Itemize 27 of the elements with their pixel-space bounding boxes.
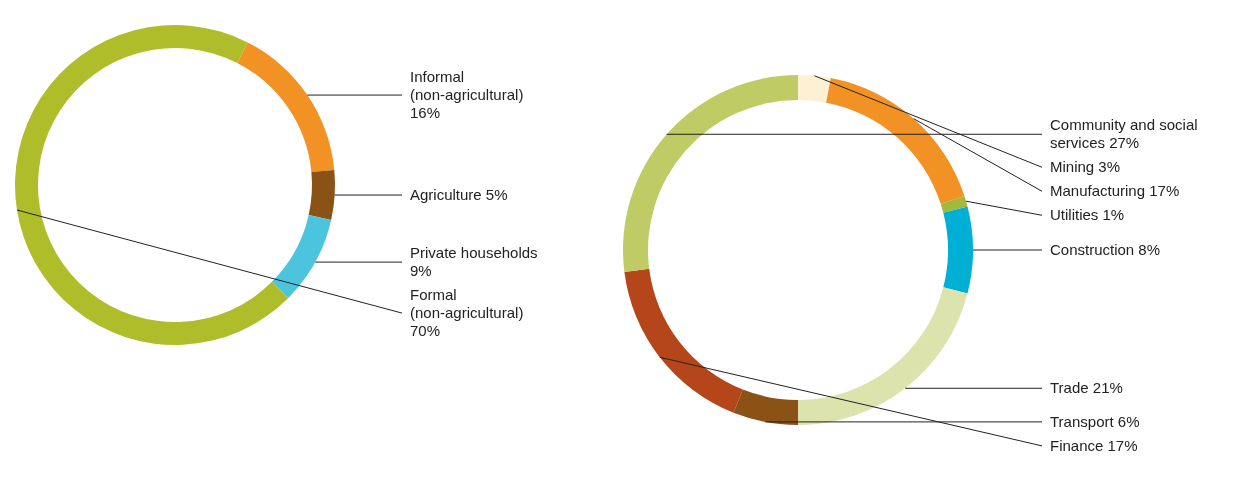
slice-label: Informal (non-agricultural) xyxy=(410,68,524,104)
slice-label: Finance 17% xyxy=(1050,436,1138,454)
donut-slice xyxy=(15,25,289,345)
donut-slice xyxy=(271,214,332,299)
data-label: 70% xyxy=(410,322,441,340)
slice-label: Community and social services 27% xyxy=(1050,116,1198,152)
data-label: 9% xyxy=(410,262,432,280)
donut-slice xyxy=(623,75,798,272)
donut-slice xyxy=(733,389,798,425)
slice-label: Formal (non-agricultural) xyxy=(410,286,524,322)
slice-label: Manufacturing 17% xyxy=(1050,182,1180,200)
slice-label: Trade 21% xyxy=(1050,379,1123,397)
slice-label: Construction 8% xyxy=(1050,241,1161,258)
donut-slice xyxy=(943,206,973,294)
donut-slice xyxy=(798,287,968,425)
data-label: 16% xyxy=(410,104,441,122)
donut-slice xyxy=(308,169,335,220)
donut-slice xyxy=(826,78,965,204)
donut-slice xyxy=(940,195,968,213)
donut-slice xyxy=(798,75,831,103)
donut-slice xyxy=(624,268,743,413)
slice-label: Utilities 1% xyxy=(1050,206,1125,224)
slice-label: Agriculture 5% xyxy=(410,186,508,204)
slice-label: Mining 3% xyxy=(1050,158,1121,176)
slice-label: Private households xyxy=(410,244,538,262)
donut-slice xyxy=(237,42,335,173)
slice-label: Transport 6% xyxy=(1050,412,1140,430)
